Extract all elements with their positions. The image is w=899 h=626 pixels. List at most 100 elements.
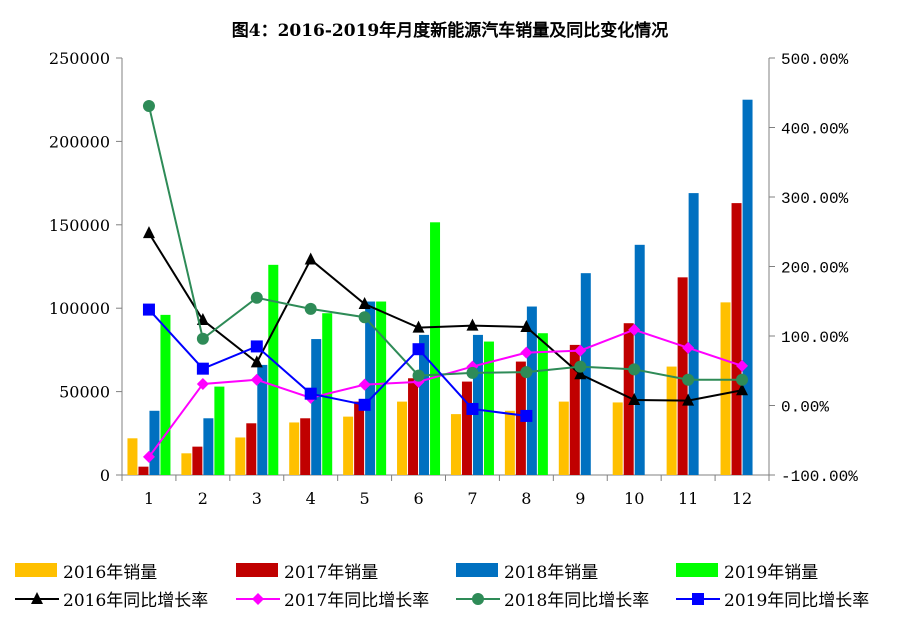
bar: [160, 314, 171, 475]
line-point: [31, 592, 43, 604]
bar: [203, 418, 214, 475]
bar: [688, 193, 699, 475]
line-point: [412, 320, 425, 333]
bar: [235, 437, 246, 475]
line-point: [736, 359, 749, 372]
bar: [214, 386, 225, 475]
line-point: [196, 362, 209, 375]
x-tick-label: 7: [467, 489, 477, 508]
bar: [623, 323, 634, 475]
bar: [408, 378, 419, 475]
line-point: [252, 593, 264, 605]
x-tick-label: 4: [306, 489, 316, 508]
x-tick-label: 3: [252, 489, 262, 508]
bar: [537, 333, 548, 475]
bar: [419, 334, 430, 475]
line-point: [412, 343, 425, 356]
bar: [731, 203, 742, 475]
line-point: [142, 99, 155, 112]
line-point: [574, 367, 587, 380]
x-tick-label: 9: [575, 489, 585, 508]
legend-swatch: [15, 563, 57, 577]
legend-label: 2018年销量: [504, 563, 598, 583]
bar: [289, 422, 300, 475]
x-tick-label: 8: [521, 489, 531, 508]
legend-swatch: [456, 563, 498, 577]
line-point: [472, 593, 484, 605]
line-point: [574, 360, 587, 373]
line-point: [304, 387, 317, 400]
series-line: [148, 232, 743, 402]
bar: [397, 401, 408, 475]
bar: [569, 344, 580, 475]
bar-series-group: [127, 99, 753, 475]
line-point: [466, 318, 479, 331]
bar: [257, 364, 268, 475]
legend-label: 2016年销量: [63, 563, 157, 583]
line-point: [358, 311, 371, 324]
x-tick-label: 11: [678, 489, 698, 508]
bar: [430, 222, 441, 475]
line-point: [520, 346, 533, 359]
line-point: [682, 341, 695, 354]
y-tick-label-right: 500.00%: [781, 51, 849, 69]
y-tick-label-right: -100.00%: [781, 468, 858, 486]
bar: [612, 402, 623, 475]
series-line: [148, 308, 527, 417]
bar: [558, 401, 569, 475]
line-point: [520, 366, 533, 379]
line-point: [520, 319, 533, 332]
bar: [504, 410, 515, 475]
line-point: [250, 355, 263, 368]
line-point: [250, 373, 263, 386]
line-point: [412, 369, 425, 382]
bar: [526, 306, 537, 475]
legend-label: 2019年同比增长率: [724, 591, 869, 611]
y-tick-label-left: 200000: [49, 132, 110, 151]
line-point: [358, 378, 371, 391]
line-point: [358, 297, 371, 310]
y-tick-label-right: 400.00%: [781, 121, 849, 139]
bar: [666, 366, 677, 475]
line-point: [628, 363, 641, 376]
legend-label: 2017年销量: [284, 563, 378, 583]
line-point: [142, 450, 155, 463]
bar: [192, 446, 203, 475]
line-point: [736, 373, 749, 386]
bar: [268, 264, 279, 475]
bar: [300, 418, 311, 475]
y-tick-label-right: 200.00%: [781, 260, 849, 278]
bar: [580, 273, 591, 475]
legend-label: 2019年销量: [724, 563, 818, 583]
x-tick-label: 1: [144, 489, 154, 508]
y-tick-label-left: 100000: [49, 299, 110, 318]
y-tick-label-left: 250000: [49, 49, 110, 68]
line-point: [682, 393, 695, 406]
x-tick-label: 6: [413, 489, 423, 508]
y-tick-label-left: 150000: [49, 216, 110, 235]
legend-swatch: [236, 563, 278, 577]
bar: [311, 339, 322, 475]
line-point: [692, 593, 704, 605]
line-point: [250, 291, 263, 304]
bar: [354, 401, 365, 475]
chart-legend: 2016年销量 2017年销量 2018年销量 2019年销量 2016年同比增长率 20…: [15, 563, 869, 611]
line-point: [304, 252, 317, 265]
y-tick-label-right: 0.00%: [781, 399, 829, 417]
bar: [742, 99, 753, 475]
line-point: [304, 302, 317, 315]
line-point: [358, 398, 371, 411]
line-point: [520, 409, 533, 422]
bar: [343, 416, 354, 475]
legend-label: 2018年同比增长率: [504, 591, 649, 611]
bar: [138, 466, 149, 475]
line-point: [466, 402, 479, 415]
line-series-group: [142, 99, 749, 463]
line-point: [250, 340, 263, 353]
bar: [677, 277, 688, 475]
line-point: [628, 323, 641, 336]
legend-label: 2017年同比增长率: [284, 591, 429, 611]
legend-swatch: [676, 563, 718, 577]
line-point: [142, 226, 155, 239]
line-point: [574, 344, 587, 357]
